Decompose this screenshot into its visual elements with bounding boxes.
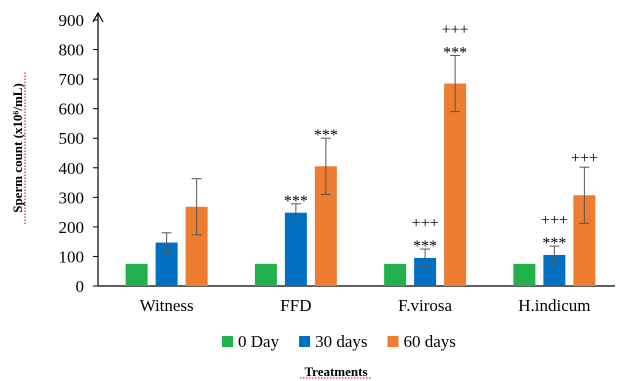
legend-label: 30 days <box>315 332 367 351</box>
legend-label: 60 days <box>404 332 456 351</box>
y-axis-arrow-icon <box>92 11 104 23</box>
y-tick-label: 300 <box>59 188 85 207</box>
y-tick-label: 200 <box>59 218 85 237</box>
y-ticks: 0 100 200 300 400 500 600 700 800 900 <box>59 11 98 296</box>
legend-swatch <box>299 336 311 347</box>
bar <box>254 263 277 286</box>
legend-swatch <box>387 336 399 347</box>
significance-label: +++ <box>541 212 568 229</box>
category-label: F.virosa <box>398 296 452 315</box>
y-tick-label: 400 <box>59 159 85 178</box>
category-labels: Witness FFD F.virosa H.indicum <box>140 296 591 315</box>
significance-label: *** <box>314 127 338 144</box>
y-axis-title-group: Sperm count (x10⁶/mL) <box>10 72 26 224</box>
y-tick-label: 700 <box>59 70 85 89</box>
bar <box>414 257 437 286</box>
y-tick-label: 800 <box>59 41 85 60</box>
significance-label: *** <box>542 235 566 252</box>
y-tick-label: 500 <box>59 129 85 148</box>
significance-label: *** <box>443 44 467 61</box>
y-tick-label: 0 <box>76 277 85 296</box>
bar <box>513 263 536 286</box>
significance-label: +++ <box>412 215 439 232</box>
y-axis-title: Sperm count (x10⁶/mL) <box>10 83 25 213</box>
significance-label: +++ <box>442 21 469 38</box>
y-tick-label: 100 <box>59 247 85 266</box>
y-tick-label: 600 <box>59 100 85 119</box>
y-tick-label: 900 <box>59 11 85 30</box>
bar <box>543 254 566 286</box>
bars <box>125 83 596 287</box>
legend-label: 0 Day <box>238 332 280 351</box>
category-label: H.indicum <box>518 296 590 315</box>
x-axis-title: Treatments <box>304 364 367 379</box>
bar <box>444 83 467 287</box>
bar <box>185 206 208 286</box>
category-label: FFD <box>280 296 311 315</box>
bar <box>314 166 337 286</box>
bar <box>284 212 307 286</box>
significance-label: +++ <box>571 150 598 167</box>
error-bars <box>161 54 590 268</box>
significance-label: *** <box>413 238 437 255</box>
bar <box>573 195 596 286</box>
significance-marks: *** *** *** +++ *** +++ *** +++ +++ <box>284 21 598 255</box>
bar <box>155 242 178 286</box>
significance-label: *** <box>284 193 308 210</box>
bar <box>125 263 148 286</box>
bar <box>384 263 407 286</box>
legend-swatch <box>222 336 233 347</box>
category-label: Witness <box>140 296 194 315</box>
legend: 0 Day 30 days 60 days <box>222 332 456 351</box>
